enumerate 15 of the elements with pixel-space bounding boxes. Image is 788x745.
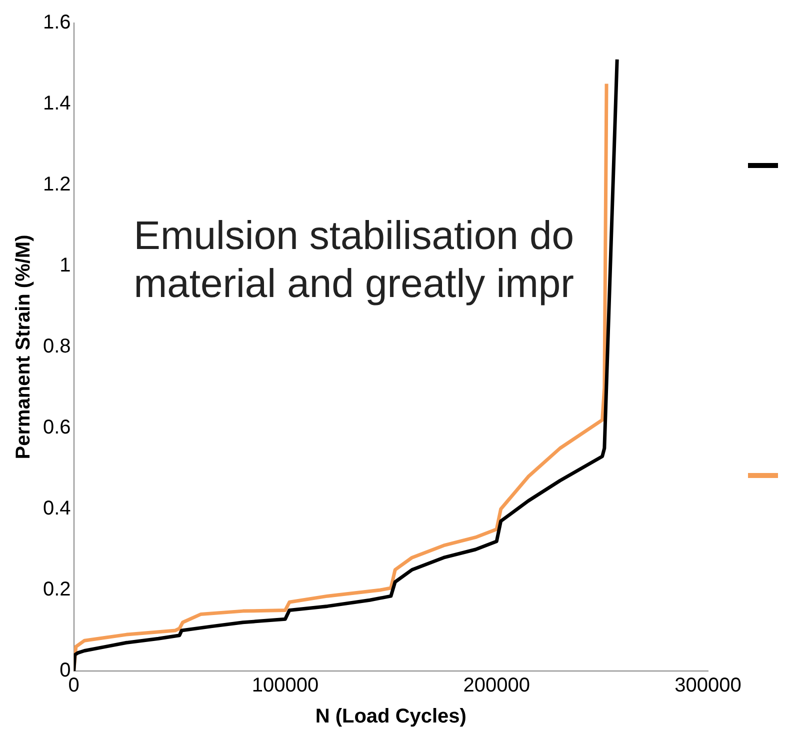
y-tick-label: 0.8	[42, 336, 71, 358]
y-tick-label: 0.2	[42, 578, 71, 601]
x-axis-title: N (Load Cycles)	[315, 706, 466, 728]
y-tick-label: 1.6	[42, 12, 71, 34]
annotation: material and greatly impr	[134, 262, 574, 306]
y-tick-label: 1.4	[42, 92, 71, 115]
x-tick-label: 300000	[674, 674, 742, 697]
y-tick-label: 1	[60, 254, 71, 277]
y-tick-label: 1.2	[42, 174, 71, 196]
y-tick-label: 0.4	[42, 498, 71, 520]
y-axis-title: Permanent Strain (%/M)	[12, 234, 35, 460]
annotation: Emulsion stabilisation do	[134, 214, 574, 258]
x-tick-label: 200000	[463, 674, 530, 697]
x-tick-label: 100000	[252, 674, 319, 697]
y-tick-label: 0.6	[42, 416, 71, 439]
